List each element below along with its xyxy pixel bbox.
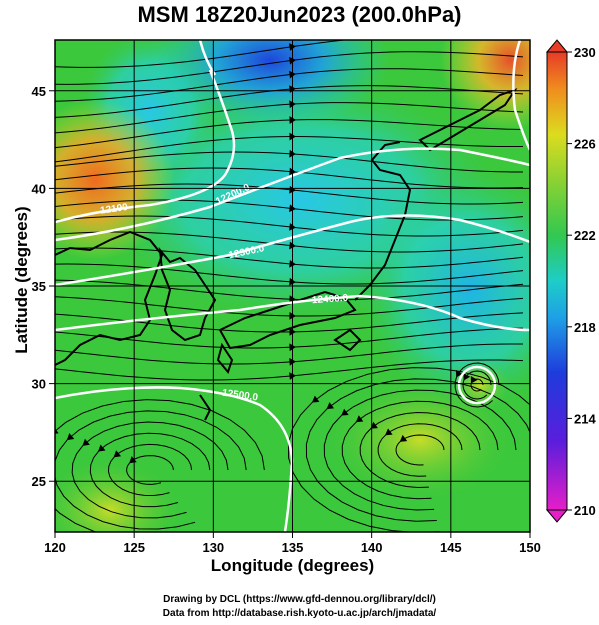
y-tick-label: 45 (32, 84, 46, 99)
x-tick-label: 130 (202, 540, 224, 555)
streamline (55, 102, 524, 134)
streamline (55, 51, 524, 85)
contour-label-12500: 12500.0 (221, 388, 259, 404)
contour-12300 (55, 214, 530, 287)
colorbar: 230 226 222 218 214 210 (545, 39, 596, 523)
streamline (55, 327, 524, 349)
contour-12100 (55, 69, 236, 224)
y-tick-label: 40 (32, 181, 46, 196)
streamline-arrow (456, 369, 463, 378)
contour-label-12100: 12100 (99, 202, 129, 217)
streamline (55, 167, 524, 189)
x-tick-labels: 120 125 130 135 140 145 150 (44, 540, 541, 555)
streamline (55, 296, 524, 317)
plot-frame (54, 39, 531, 533)
streamline (55, 85, 524, 118)
y-tick-label: 35 (32, 279, 46, 294)
y-tick-label: 25 (32, 474, 46, 489)
streamline (55, 399, 265, 532)
contour-12500 (55, 386, 294, 532)
streamline-arrow (326, 402, 335, 410)
credit-data: Data from http://database.rish.kyoto-u.a… (162, 608, 437, 619)
streamline (55, 199, 524, 221)
y-tick-label: 30 (32, 377, 46, 392)
streamline-arrow (98, 444, 106, 452)
colorbar-label: 218 (574, 320, 596, 335)
streamline (341, 400, 499, 500)
colorbar-label: 210 (574, 503, 596, 518)
streamline-arrow (66, 432, 75, 441)
colorbar-label: 222 (574, 228, 596, 243)
streamline (55, 136, 524, 163)
x-tick-label: 145 (440, 540, 462, 555)
x-tick-label: 140 (361, 540, 383, 555)
colorbar-top-arrow (545, 39, 569, 53)
streamline (55, 215, 524, 237)
streamline-arrow (385, 428, 393, 436)
x-axis-label: Longitude (degrees) (210, 556, 375, 575)
streamline (55, 183, 524, 205)
streamline (55, 119, 524, 149)
gridlines (49, 40, 531, 538)
y-axis-label: Latitude (degrees) (12, 206, 31, 354)
contour-high-ring (457, 365, 497, 405)
streamline (55, 247, 524, 269)
streamline (55, 40, 349, 68)
streamline (55, 151, 524, 173)
x-tick-label: 125 (123, 540, 145, 555)
streamline-arrow (82, 438, 90, 446)
colorbar-scale (546, 51, 568, 511)
colorbar-label: 214 (574, 411, 596, 426)
streamline-arrow (470, 376, 478, 384)
streamline (55, 279, 524, 301)
streamline-arrow (370, 421, 378, 429)
streamline-arrow (399, 434, 408, 442)
streamline-arrow (355, 415, 364, 423)
contour-12200 (55, 147, 530, 242)
streamline-arrow (463, 372, 471, 381)
colorbar-bottom-arrow (545, 509, 569, 523)
streamline-arrow (341, 408, 349, 416)
colorbar-label: 230 (574, 45, 596, 60)
y-tick-labels: 25 30 35 40 45 (32, 84, 46, 489)
streamline (55, 68, 524, 102)
map-title: MSM 18Z20Jun2023 (200.0hPa) (137, 2, 462, 27)
credit-drawing: Drawing by DCL (https://www.gfd-dennou.o… (163, 594, 436, 605)
contour-12400 (55, 294, 530, 332)
colorbar-label: 226 (574, 137, 596, 152)
streamline (55, 263, 524, 285)
streamline-arrow (113, 450, 122, 458)
coastlines (55, 88, 518, 421)
height-contours (55, 40, 530, 532)
streamline (55, 343, 524, 365)
contour-label-12400: 12400.0 (312, 293, 349, 307)
x-tick-label: 150 (519, 540, 541, 555)
x-tick-label: 120 (44, 540, 66, 555)
streamline (305, 378, 530, 522)
streamline (323, 389, 517, 511)
x-tick-label: 135 (282, 540, 304, 555)
streamline (287, 367, 530, 532)
streamline (55, 359, 524, 381)
streamline-arrow (311, 395, 320, 403)
